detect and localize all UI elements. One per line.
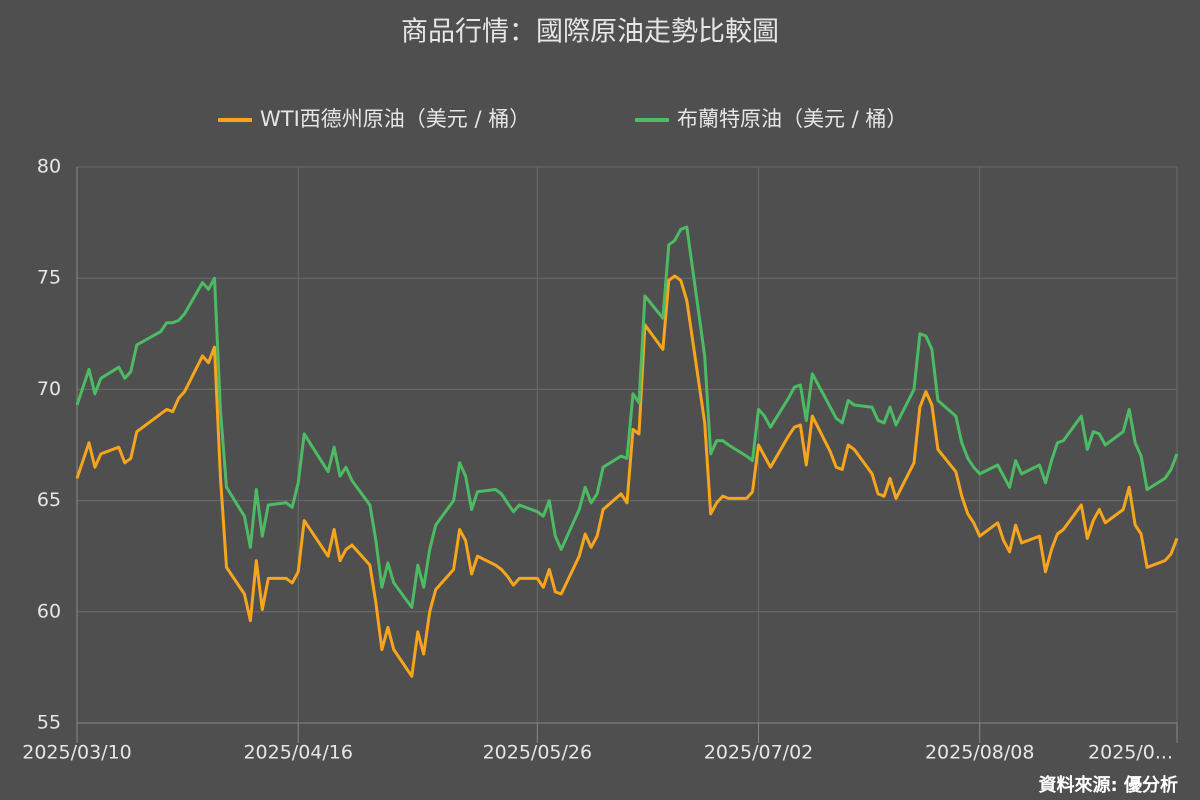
y-tick-label: 55 bbox=[37, 712, 61, 734]
x-tick-label: 2025/05/26 bbox=[483, 742, 593, 764]
chart-title: 商品行情：國際原油走勢比較圖 bbox=[401, 17, 779, 48]
y-tick-label: 75 bbox=[37, 267, 61, 289]
legend-label: 布蘭特原油（美元 / 桶） bbox=[677, 107, 907, 131]
x-tick-label: 2025/04/16 bbox=[243, 742, 353, 764]
legend-label: WTI西德州原油（美元 / 桶） bbox=[260, 107, 530, 131]
source: 資料來源: 優分析 bbox=[1039, 774, 1178, 796]
x-tick-label: 2025/08/08 bbox=[925, 742, 1035, 764]
x-tick-label: 2025/03/10 bbox=[22, 742, 132, 764]
line-series bbox=[75, 225, 1179, 609]
y-tick-label: 80 bbox=[37, 156, 61, 178]
y-tick-label: 70 bbox=[37, 378, 61, 400]
x-tick-label: 2025/07/02 bbox=[704, 742, 814, 764]
y-tick-label: 65 bbox=[37, 489, 61, 511]
x-tick-label: 2025/0... bbox=[1088, 742, 1173, 764]
line-series bbox=[75, 274, 1179, 678]
y-tick-label: 60 bbox=[37, 600, 61, 622]
